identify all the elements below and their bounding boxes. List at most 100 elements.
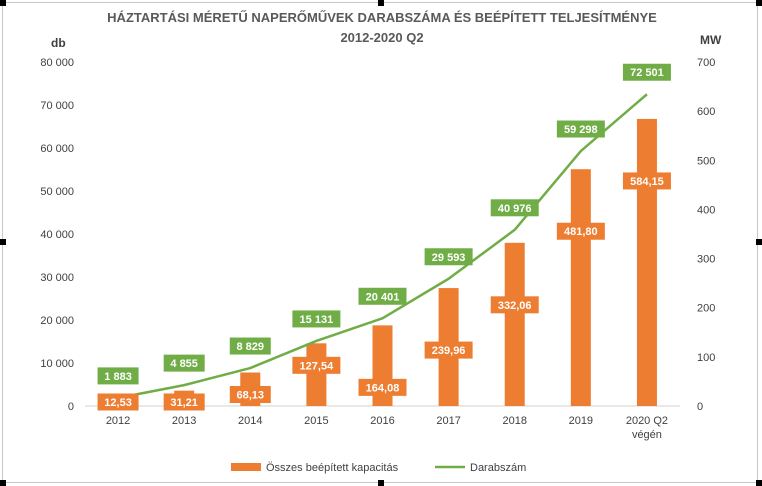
bar-data-label-text: 481,80	[564, 226, 598, 238]
category-label: 2015	[304, 415, 328, 427]
line-data-label: 29 593	[424, 248, 473, 266]
bar-data-label-text: 127,54	[300, 360, 335, 372]
line-data-label-box	[424, 248, 473, 266]
right-axis-tick-label: 200	[697, 303, 715, 315]
line-count	[117, 93, 648, 400]
bar-data-label: 127,54	[292, 356, 341, 374]
right-axis-unit: MW	[700, 33, 722, 47]
line-data-label-text: 72 501	[630, 67, 664, 79]
line-data-label-box	[292, 310, 341, 328]
line-data-label-box	[358, 287, 407, 305]
bar-data-label-text: 239,96	[432, 345, 466, 357]
line-data-label-text: 40 976	[498, 203, 532, 215]
right-axis-tick-label: 600	[697, 106, 715, 118]
resize-handle-bottom-left[interactable]	[0, 480, 6, 486]
line-data-label-box	[229, 337, 271, 355]
bar-data-label-box	[622, 172, 671, 190]
category-label: 2019	[569, 415, 593, 427]
bar-data-label-text: 584,15	[630, 176, 664, 188]
resize-handle-top-left[interactable]	[0, 0, 6, 6]
resize-handle-top-right[interactable]	[756, 0, 762, 6]
chart-title: HÁZTARTÁSI MÉRETŰ NAPERŐMŰVEK DARABSZÁMA…	[107, 10, 657, 25]
left-axis-tick-label: 20 000	[40, 315, 74, 327]
line-data-label-text: 15 131	[300, 314, 334, 326]
line-data-label-text: 4 855	[170, 358, 198, 370]
bar-capacity	[570, 169, 591, 406]
line-data-label: 20 401	[358, 287, 407, 305]
category-label: 2017	[436, 415, 460, 427]
bar-data-label-text: 164,08	[366, 382, 400, 394]
left-axis-tick-label: 30 000	[40, 272, 74, 284]
line-data-label: 59 298	[556, 120, 605, 138]
bar-data-label-box	[358, 378, 407, 396]
resize-handle-middle-left[interactable]	[0, 239, 6, 245]
bar-data-label: 164,08	[358, 378, 407, 396]
line-data-label-text: 59 298	[564, 124, 598, 136]
line-data-label-box	[556, 120, 605, 138]
bar-capacity	[636, 118, 657, 406]
left-axis-unit: db	[51, 36, 66, 50]
line-data-label-box	[163, 354, 205, 372]
bar-data-label-text: 68,13	[237, 390, 265, 402]
bar-capacity	[306, 343, 327, 406]
category-label: 2013	[172, 415, 196, 427]
resize-handle-top-middle[interactable]	[378, 0, 384, 6]
bar-data-label-box	[163, 393, 205, 411]
left-axis-tick-label: 50 000	[40, 186, 74, 198]
legend-swatch-capacity	[231, 463, 261, 471]
line-data-label-box	[622, 63, 671, 81]
line-data-label-text: 29 593	[432, 252, 466, 264]
bar-data-label: 12,53	[97, 393, 139, 411]
chart-subtitle: 2012-2020 Q2	[340, 30, 423, 45]
resize-handle-bottom-right[interactable]	[756, 480, 762, 486]
bar-data-label: 31,21	[163, 393, 205, 411]
left-axis-tick-label: 40 000	[40, 229, 74, 241]
resize-handle-middle-right[interactable]	[756, 239, 762, 245]
left-axis-tick-label: 80 000	[40, 57, 74, 69]
line-data-label: 72 501	[622, 63, 671, 81]
left-axis-tick-label: 70 000	[40, 100, 74, 112]
right-axis-tick-label: 700	[697, 57, 715, 69]
bar-data-label-box	[97, 393, 139, 411]
line-data-label: 8 829	[229, 337, 271, 355]
right-axis-tick-label: 100	[697, 352, 715, 364]
right-axis-tick-label: 400	[697, 204, 715, 216]
line-data-label: 1 883	[97, 367, 139, 385]
left-axis-tick-label: 10 000	[40, 358, 74, 370]
category-label: 2016	[370, 415, 394, 427]
line-series	[117, 93, 648, 400]
right-axis-tick-label: 0	[697, 401, 703, 413]
right-axis-tick-label: 300	[697, 254, 715, 266]
line-data-label: 15 131	[292, 310, 341, 328]
category-label: 2012	[106, 415, 130, 427]
line-data-label-text: 8 829	[237, 341, 265, 353]
category-label: végén	[632, 429, 662, 441]
bar-data-label-text: 31,21	[170, 397, 198, 409]
bar-data-label-box	[556, 222, 605, 240]
line-data-label: 4 855	[163, 354, 205, 372]
left-axis-tick-label: 0	[68, 401, 74, 413]
bar-data-label-box	[229, 386, 271, 404]
bar-data-label-text: 12,53	[104, 397, 132, 409]
right-axis-tick-label: 500	[697, 155, 715, 167]
bar-data-label-box	[292, 356, 341, 374]
legend: Összes beépített kapacitás Darabszám	[231, 462, 526, 474]
line-data-label-text: 1 883	[104, 371, 132, 383]
legend-label-capacity: Összes beépített kapacitás	[266, 462, 399, 474]
bar-data-label-box	[424, 341, 473, 359]
bar-data-label: 481,80	[556, 222, 605, 240]
bar-data-label: 332,06	[490, 296, 539, 314]
bar-data-label-text: 332,06	[498, 300, 532, 312]
legend-label-count: Darabszám	[470, 462, 526, 474]
category-label: 2014	[238, 415, 262, 427]
line-data-label-box	[97, 367, 139, 385]
bar-data-label-box	[490, 296, 539, 314]
category-label: 2020 Q2	[626, 415, 668, 427]
bar-data-label: 239,96	[424, 341, 473, 359]
line-data-label-text: 20 401	[366, 291, 400, 303]
resize-handle-bottom-middle[interactable]	[378, 480, 384, 486]
left-axis-tick-label: 60 000	[40, 143, 74, 155]
category-label: 2018	[502, 415, 526, 427]
bar-data-label: 584,15	[622, 172, 671, 190]
